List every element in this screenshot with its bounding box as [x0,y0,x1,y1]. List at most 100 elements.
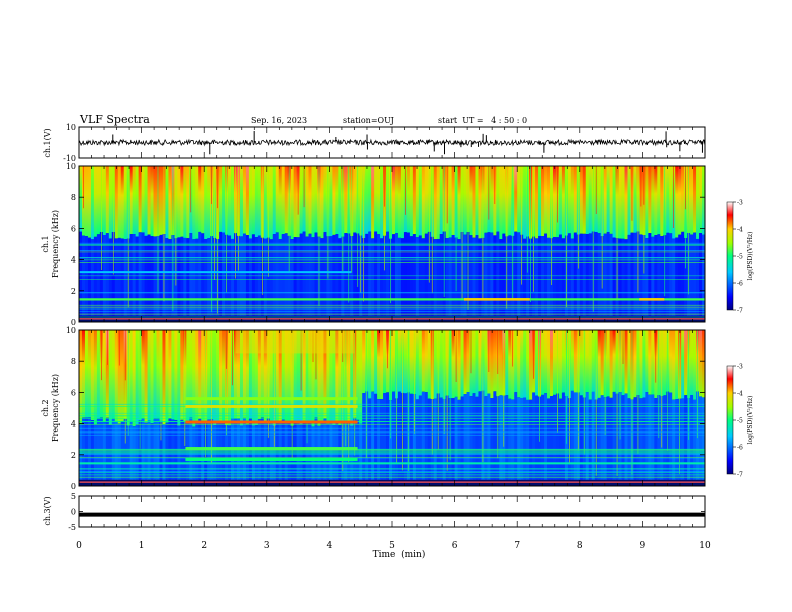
spectral-column-low [383,393,387,480]
spectral-column-low [96,234,101,316]
spectral-column-high [374,166,378,232]
emission-band [185,457,358,461]
spectral-column-low [93,236,98,316]
spectral-column-high [204,166,208,240]
spectral-column-low [386,392,390,480]
spectral-column-low [305,236,309,316]
spectral-column-high [141,330,145,419]
spectral-column-high [359,330,363,424]
spectral-column-low [678,234,682,316]
spectral-column-low [445,238,450,316]
spectral-column-high [484,330,488,397]
spectral-column-high [293,166,298,238]
spectral-column-high [380,166,384,239]
spectral-column-high [305,166,309,237]
y-tick-label: 0 [71,482,76,491]
spectral-column-low [585,234,590,316]
spectral-column-low [558,234,563,316]
station-label: station=OUJ [343,116,394,125]
spectral-column-high [105,166,110,234]
spectral-column-high [663,330,667,396]
spectral-column-high [108,166,113,239]
spectral-column-high [392,166,396,235]
spectral-column-low [418,395,423,480]
spectral-column-high [684,330,688,396]
spectral-column-high [254,166,259,238]
spectral-column-low [624,393,628,480]
spectral-column-low [254,237,259,316]
spectral-column-high [195,330,199,422]
spectral-column-low [245,235,250,316]
spectral-column-low [657,234,661,316]
spectral-column-high [84,166,89,237]
spectral-column-low [368,398,372,480]
spectral-column-low [684,238,688,316]
spectral-column-high [281,330,286,420]
spectral-column-high [275,330,280,421]
spectral-column-low [484,396,488,480]
spectral-column-low [433,398,438,480]
spectral-column-low [394,233,399,316]
spectral-column-low [648,394,652,480]
spectral-column-low [353,232,357,316]
spectral-column-high [561,166,566,239]
spectral-column-low [490,398,494,480]
spectral-column-low [639,398,643,480]
spectral-column-high [672,330,676,400]
x-tick-label: 5 [389,541,395,551]
spectral-column-high [281,166,286,235]
spectral-column-high [392,330,396,392]
spectral-column-high [269,166,274,240]
spectral-column-low [281,234,286,316]
spectral-column-low [699,396,703,480]
spectral-column-low [627,234,631,316]
spectral-column-high [517,330,521,398]
spectral-column-low [415,237,420,316]
spectral-column-high [469,166,473,236]
spectral-column-high [153,330,157,419]
emission-band [185,397,358,401]
y-tick-label: 10 [66,326,76,335]
spectral-column-low [490,232,494,316]
spectral-column-high [508,166,512,236]
spectral-column-low [380,398,384,480]
spectral-column-low [690,234,694,316]
spectral-column-low [681,398,685,480]
spectral-column-low [699,233,703,316]
spectral-column-high [314,166,318,233]
spectral-column-high [168,330,172,419]
spectral-column-high [153,166,157,237]
spectral-column-high [326,330,330,424]
spectral-column-high [195,166,199,239]
spectral-column-low [117,237,122,316]
spectral-column-high [570,166,575,239]
waveform-trace [78,138,706,147]
spectral-column-high [174,330,178,421]
spectral-column-high [585,330,590,393]
spectral-column-low [338,238,342,316]
spectral-column-low [269,239,274,316]
spectral-column-high [371,330,375,392]
spectral-column-low [457,399,461,480]
spectral-column-low [222,232,226,316]
spectral-column-high [248,330,253,419]
spectral-column-low [377,399,381,480]
spectral-column-high [356,330,360,420]
spectral-column-high [535,166,539,239]
spectral-column-low [621,238,625,316]
spectral-column-low [597,233,602,316]
spectral-column-low [284,233,289,316]
spectral-column-high [588,330,593,400]
spectral-column-high [219,330,223,424]
spectral-column-high [272,166,277,235]
spectral-column-high [120,330,125,422]
spectral-column-high [159,166,163,235]
spectral-column-low [371,238,375,316]
spectral-column-high [502,166,506,234]
spectral-column-low [323,232,327,316]
spectral-column-high [606,330,611,397]
spectral-column-low [275,232,280,316]
spectral-column-high [189,330,193,418]
spectral-column-high [505,330,509,396]
spectral-column-low [612,237,616,316]
